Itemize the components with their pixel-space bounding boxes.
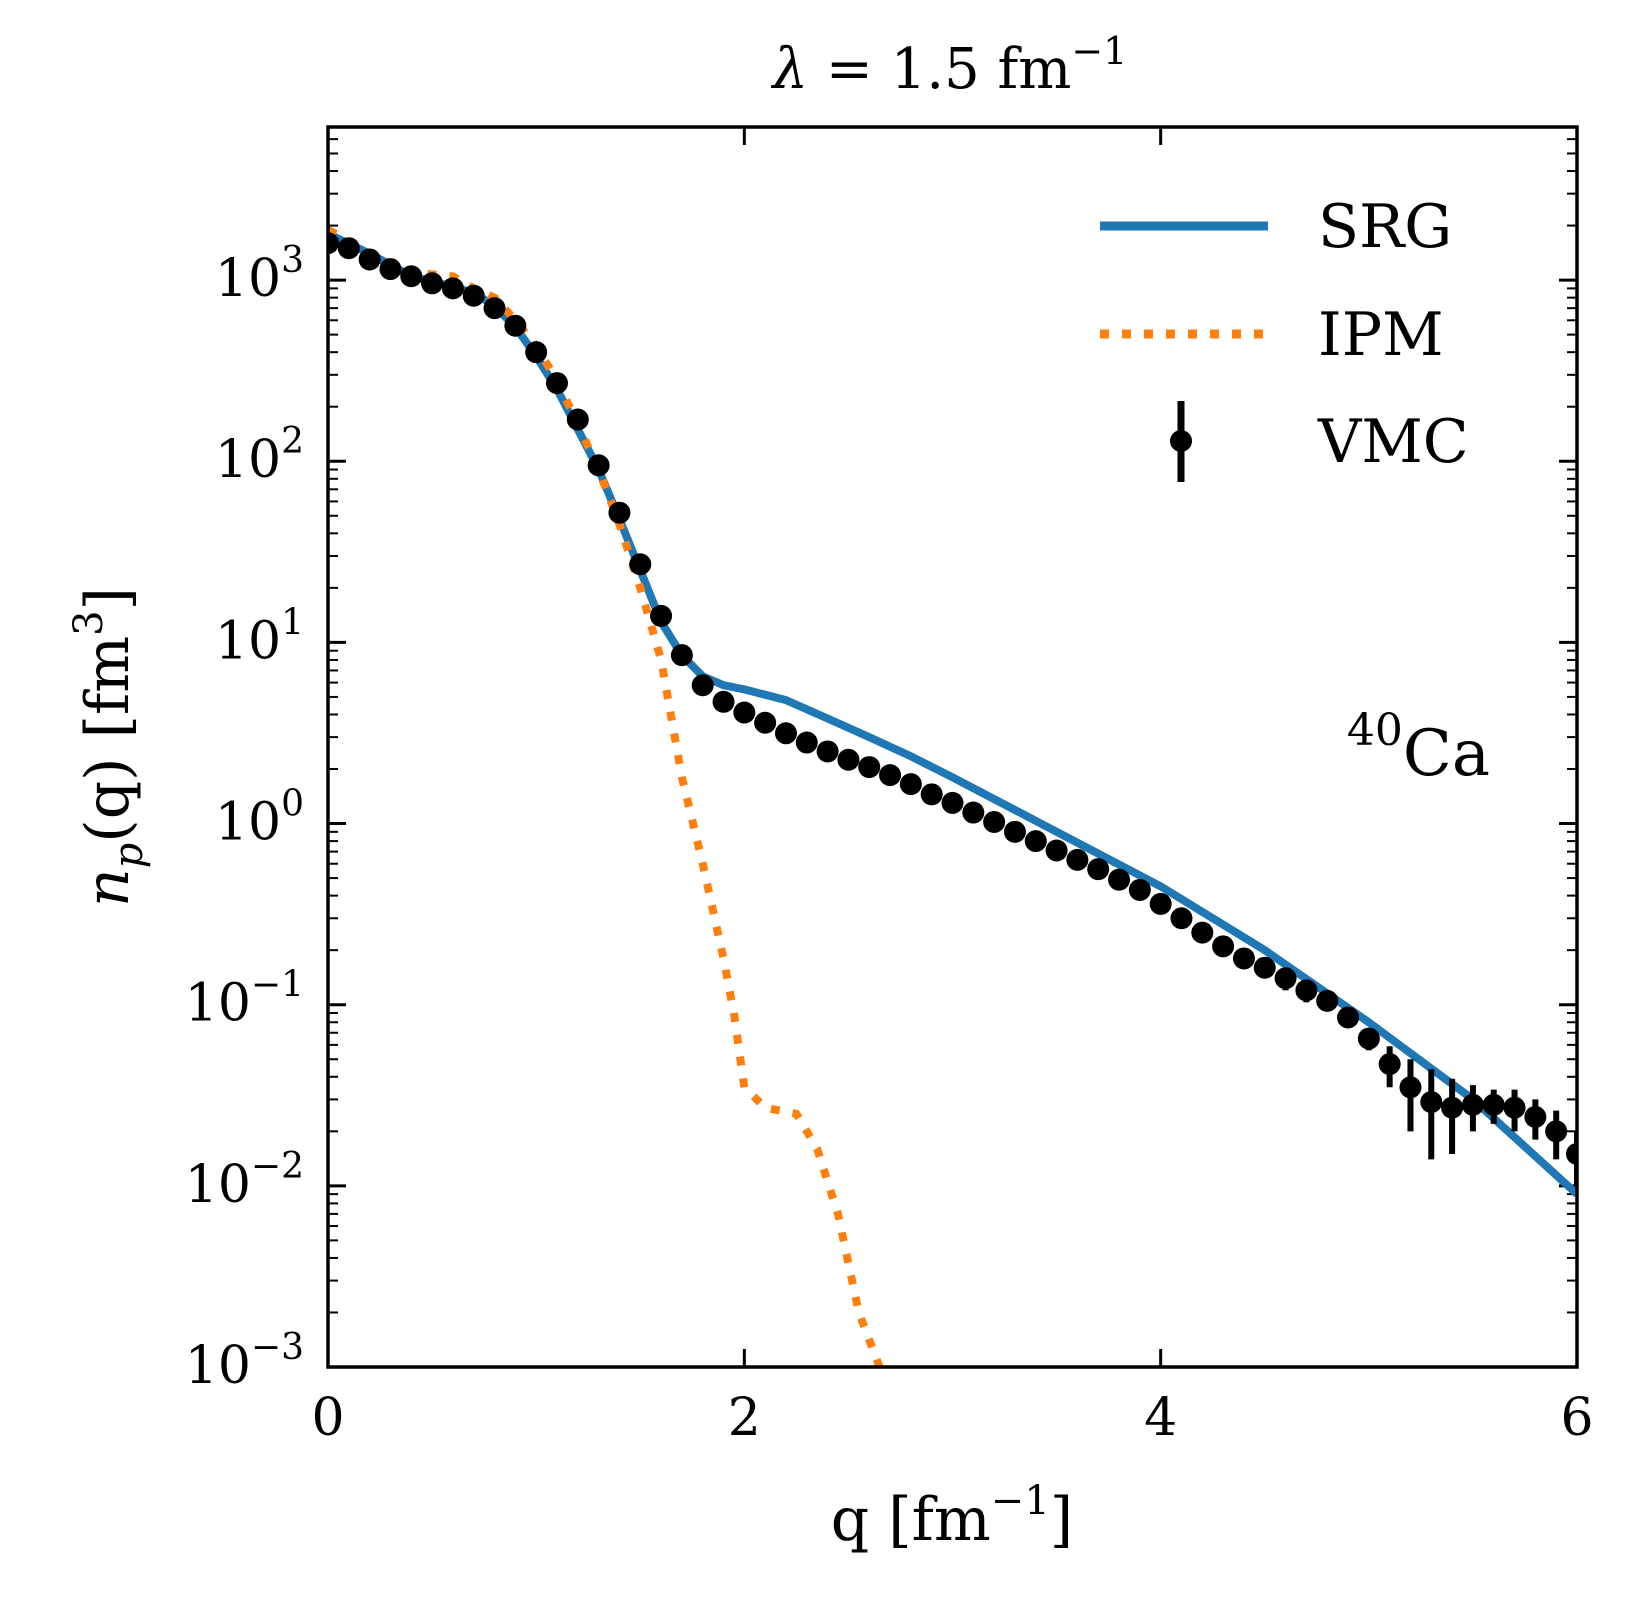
chart-title: λ = 1.5 fm−1 bbox=[771, 29, 1128, 102]
vmc-point bbox=[650, 604, 673, 627]
plot-frame bbox=[326, 125, 1579, 1369]
vmc-point bbox=[1482, 1093, 1505, 1116]
vmc-point bbox=[587, 454, 610, 477]
vmc-point bbox=[1378, 1053, 1401, 1076]
vmc-point bbox=[1441, 1096, 1464, 1119]
x-tick-label: 6 bbox=[1560, 1388, 1593, 1448]
y-tick-label: 10−3 bbox=[185, 1327, 304, 1396]
y-axis-label-exponent: 3 bbox=[66, 610, 112, 635]
vmc-point bbox=[1295, 979, 1318, 1002]
vmc-point bbox=[899, 773, 922, 796]
vmc-point bbox=[1420, 1091, 1443, 1114]
vmc-point bbox=[545, 372, 568, 395]
vmc-point bbox=[962, 801, 985, 824]
legend-vmc-label: VMC bbox=[1317, 407, 1469, 477]
y-tick-label: 100 bbox=[215, 784, 304, 853]
vmc-point bbox=[608, 501, 631, 524]
vmc-point bbox=[379, 258, 402, 281]
vmc-point bbox=[1212, 935, 1235, 958]
x-axis-label-close: ] bbox=[1050, 1485, 1073, 1555]
y-axis-label: np(q) [fm3] bbox=[66, 587, 152, 907]
vmc-point bbox=[774, 722, 797, 745]
vmc-point bbox=[1191, 921, 1214, 944]
vmc-point bbox=[733, 701, 756, 724]
y-tick-label: 102 bbox=[215, 421, 304, 490]
vmc-point bbox=[441, 277, 464, 300]
vmc-point bbox=[1108, 868, 1131, 891]
legend-ipm-label: IPM bbox=[1318, 300, 1444, 370]
vmc-point bbox=[1149, 892, 1172, 915]
x-tick-label: 4 bbox=[1144, 1388, 1177, 1448]
y-axis-label-subscript: p bbox=[106, 843, 152, 869]
vmc-point bbox=[328, 232, 339, 255]
nucleus-symbol: Ca bbox=[1403, 717, 1490, 791]
vmc-point bbox=[421, 272, 444, 295]
vmc-point bbox=[879, 764, 902, 787]
vmc-point bbox=[1066, 848, 1089, 871]
vmc-point bbox=[1566, 1142, 1577, 1165]
vmc-point bbox=[816, 740, 839, 763]
series-layer bbox=[328, 226, 1577, 1367]
vmc-point bbox=[337, 237, 360, 260]
vmc-point bbox=[795, 731, 818, 754]
nucleus-mass-number: 40 bbox=[1347, 705, 1403, 756]
legend-vmc-marker bbox=[1170, 430, 1192, 452]
nucleus-annotation: 40Ca bbox=[1347, 705, 1490, 791]
vmc-point bbox=[920, 783, 943, 806]
vmc-point bbox=[1461, 1093, 1484, 1116]
vmc-point bbox=[837, 748, 860, 771]
vmc-point bbox=[1128, 878, 1151, 901]
vmc-point bbox=[525, 341, 548, 364]
x-axis-label-main: q [fm bbox=[831, 1485, 991, 1555]
y-axis-label-close: ] bbox=[73, 587, 143, 610]
title-equation: = 1.5 fm bbox=[808, 37, 1071, 102]
y-axis-label-main: n bbox=[73, 868, 143, 907]
vmc-point bbox=[941, 791, 964, 814]
vmc-point bbox=[1170, 907, 1193, 930]
vmc-point bbox=[858, 756, 881, 779]
y-tick-label: 10−2 bbox=[185, 1146, 304, 1215]
vmc-point bbox=[1024, 830, 1047, 853]
y-tick-label: 10−1 bbox=[185, 965, 304, 1034]
vmc-point bbox=[462, 284, 485, 307]
y-axis-label-mid: (q) [fm bbox=[73, 636, 143, 843]
x-tick-label: 2 bbox=[728, 1388, 761, 1448]
vmc-point bbox=[566, 408, 589, 431]
vmc-point bbox=[1274, 967, 1297, 990]
y-tick-label: 103 bbox=[215, 240, 304, 309]
vmc-point bbox=[691, 674, 714, 697]
vmc-point bbox=[1045, 839, 1068, 862]
vmc-point bbox=[400, 265, 423, 288]
x-tick-label: 0 bbox=[311, 1388, 344, 1448]
vmc-point bbox=[1399, 1076, 1422, 1099]
legend: SRG IPM VMC bbox=[1100, 192, 1469, 482]
vmc-point bbox=[1087, 858, 1110, 881]
vmc-point bbox=[629, 553, 652, 576]
vmc-point bbox=[670, 644, 693, 667]
vmc-point bbox=[712, 690, 735, 713]
vmc-point bbox=[983, 810, 1006, 833]
vmc-point bbox=[1503, 1096, 1526, 1119]
vmc-point bbox=[504, 314, 527, 337]
vmc-point bbox=[754, 711, 777, 734]
x-axis-label: q [fm−1] bbox=[831, 1478, 1073, 1555]
vmc-point bbox=[1357, 1027, 1380, 1050]
vmc-point bbox=[1232, 947, 1255, 970]
y-tick-label: 101 bbox=[215, 602, 304, 671]
series-line-ipm bbox=[328, 226, 884, 1367]
vmc-point bbox=[1545, 1120, 1568, 1143]
vmc-point bbox=[483, 297, 506, 320]
x-axis-label-exponent: −1 bbox=[991, 1478, 1050, 1524]
vmc-point bbox=[1003, 820, 1026, 843]
vmc-point bbox=[358, 248, 381, 271]
vmc-point bbox=[1253, 956, 1276, 979]
vmc-point bbox=[1316, 989, 1339, 1012]
vmc-point bbox=[1337, 1006, 1360, 1029]
vmc-point bbox=[1524, 1105, 1547, 1128]
title-exponent: −1 bbox=[1071, 29, 1127, 73]
legend-srg-label: SRG bbox=[1318, 192, 1452, 262]
title-lambda: λ bbox=[771, 37, 809, 102]
